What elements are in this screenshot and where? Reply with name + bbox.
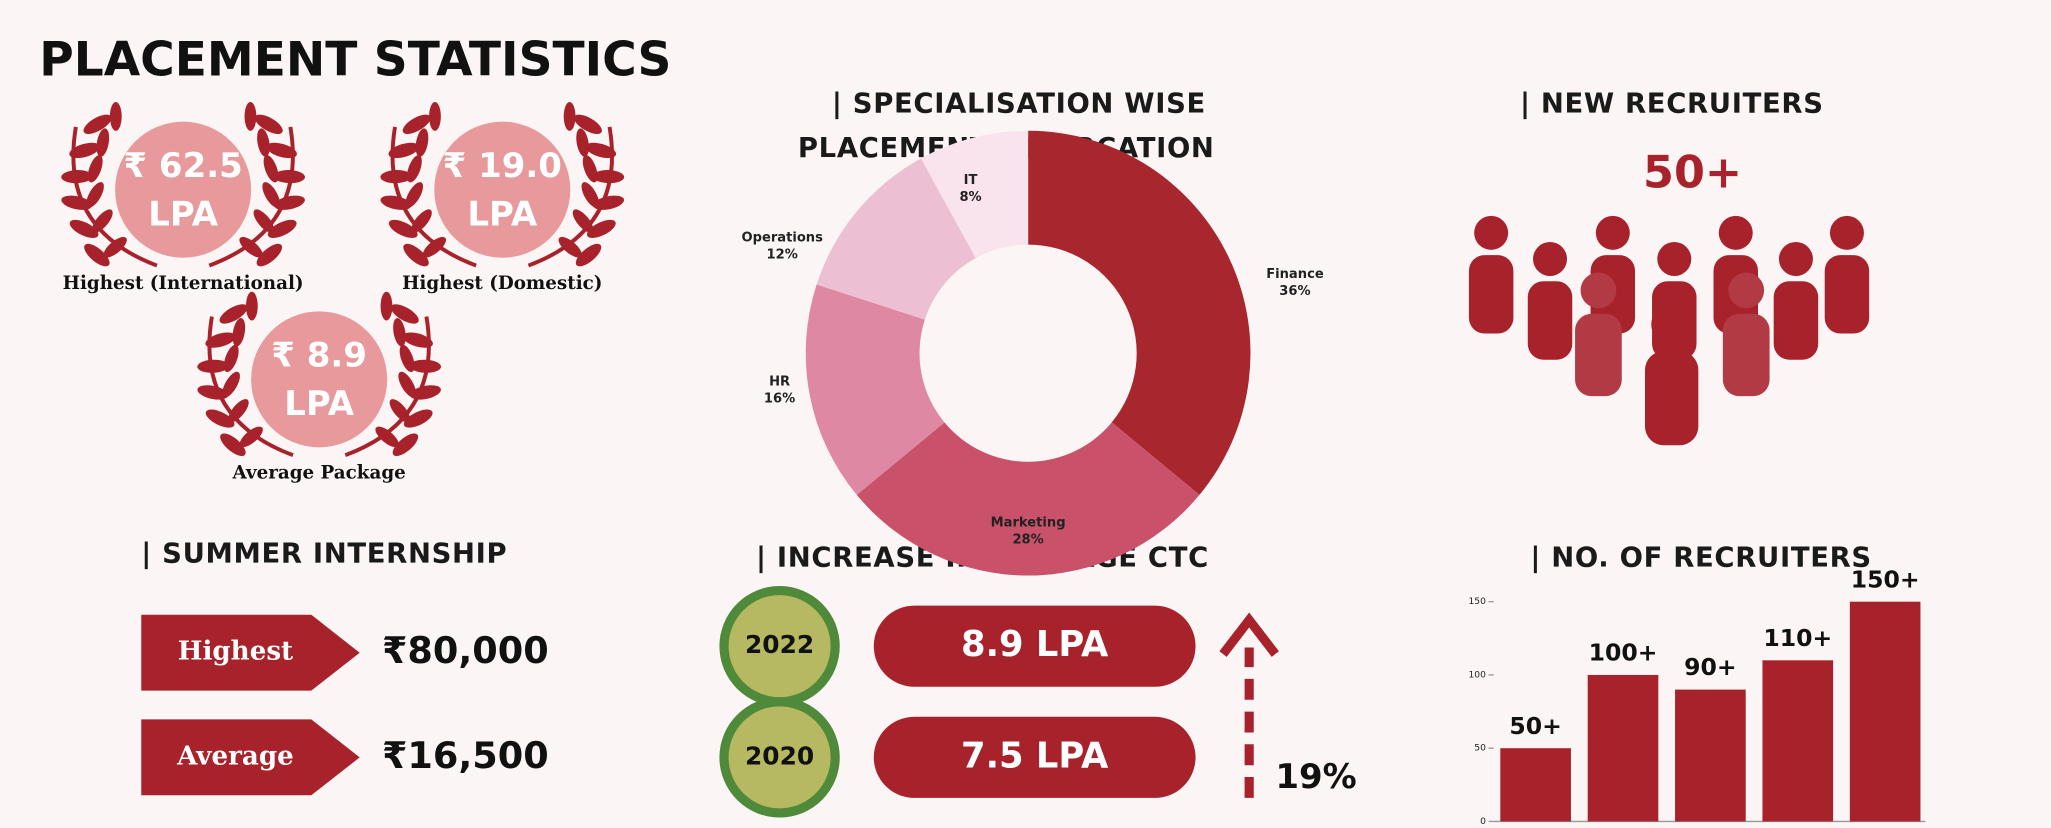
laurel-leaf <box>236 233 266 261</box>
bar-title: | NO. OF RECRUITERS <box>1530 543 1871 574</box>
badge <box>434 122 570 258</box>
slice-value: 16% <box>764 391 795 406</box>
y-tick-label: 100 <box>1468 670 1486 680</box>
laurel-leaf <box>420 233 450 261</box>
y-tick-label: 50 <box>1474 744 1486 754</box>
bar <box>1762 660 1833 821</box>
ctc-value: 7.5 LPA <box>961 735 1109 776</box>
person-head <box>1651 304 1692 345</box>
laurel-leaf <box>81 111 115 138</box>
person-body <box>1774 281 1818 359</box>
laurel-leaf <box>252 111 286 138</box>
laurel-leaf <box>255 127 272 157</box>
person-body <box>1469 255 1513 333</box>
laurel-leaf <box>574 127 591 157</box>
year: 2020 <box>745 741 814 770</box>
person-body <box>1575 314 1622 396</box>
bar-value-label: 50+ <box>1509 712 1561 740</box>
laurel-leaf <box>246 292 258 321</box>
package-amount: ₹ 8.9 <box>271 336 367 376</box>
person-head <box>1657 242 1691 276</box>
internship-label: Highest <box>178 636 293 667</box>
laurel-leaf <box>236 423 266 451</box>
slice-value: 8% <box>959 190 981 205</box>
person-head <box>1474 216 1508 250</box>
bar-value-label: 150+ <box>1851 565 1920 593</box>
person-head <box>1830 216 1864 250</box>
laurel-leaf <box>217 300 251 327</box>
badge <box>251 311 387 447</box>
slice-label: IT <box>964 173 978 188</box>
section-title: | SUMMER INTERNSHIP <box>141 539 507 570</box>
laurel-leaf <box>245 102 257 131</box>
package-label: Highest (International) <box>63 273 304 294</box>
package-unit: LPA <box>148 194 218 234</box>
person-body <box>1528 281 1572 359</box>
bar-value-label: 110+ <box>1763 624 1832 652</box>
person-head <box>1719 216 1753 250</box>
bar <box>1675 690 1746 822</box>
badge <box>115 122 251 258</box>
laurel-leaf <box>564 102 576 131</box>
person-body <box>1723 314 1770 396</box>
donut-slice <box>1028 131 1250 495</box>
package-amount: ₹ 62.5 <box>123 146 242 186</box>
slice-label: Operations <box>741 231 823 246</box>
package-label: Average Package <box>232 463 406 484</box>
slice-value: 36% <box>1279 284 1310 299</box>
package-label: Highest (Domestic) <box>402 273 602 294</box>
bar-value-label: 90+ <box>1684 653 1736 681</box>
laurel-leaf <box>100 233 130 261</box>
slice-label: Marketing <box>991 516 1066 531</box>
laurel-leaf <box>555 233 585 261</box>
pie-title: | SPECIALISATION WISE <box>832 89 1206 120</box>
year: 2022 <box>745 630 814 659</box>
growth-value: 19% <box>1275 757 1356 797</box>
bar <box>1500 748 1571 821</box>
page-title: PLACEMENT STATISTICS <box>39 32 671 87</box>
internship-value: ₹80,000 <box>382 629 549 672</box>
infographic: PLACEMENT STATISTICS | SPECIALISATION WI… <box>0 0 2051 828</box>
package-amount: ₹ 19.0 <box>443 146 562 186</box>
laurel-leaf <box>414 127 431 157</box>
laurel-leaf <box>400 111 434 138</box>
laurel-leaf <box>391 317 408 347</box>
laurel-leaf <box>372 423 402 451</box>
person-body <box>1645 351 1698 445</box>
laurel-leaf <box>95 127 112 157</box>
section-title: | NEW RECRUITERS <box>1520 89 1824 120</box>
internship-label: Average <box>176 740 294 771</box>
slice-value: 12% <box>767 248 798 263</box>
person-body <box>1825 255 1869 333</box>
y-tick-label: 0 <box>1480 817 1486 827</box>
package-unit: LPA <box>467 194 537 234</box>
laurel-leaf <box>571 111 605 138</box>
bar <box>1850 602 1921 822</box>
laurel-leaf <box>231 317 248 347</box>
y-tick-label: 150 <box>1468 597 1486 607</box>
internship-value: ₹16,500 <box>382 734 549 777</box>
slice-label: HR <box>769 374 790 389</box>
person-head <box>1596 216 1630 250</box>
ctc-value: 8.9 LPA <box>961 624 1109 665</box>
laurel-leaf <box>381 292 393 321</box>
slice-label: Finance <box>1266 267 1324 282</box>
package-unit: LPA <box>284 384 354 424</box>
slice-value: 28% <box>1012 533 1043 548</box>
new-recruiters-value: 50+ <box>1643 147 1742 198</box>
laurel-leaf <box>388 300 422 327</box>
laurel-leaf <box>110 102 122 131</box>
laurel-leaf <box>429 102 441 131</box>
person-head <box>1779 242 1813 276</box>
person-head <box>1533 242 1567 276</box>
page: {"title": "PLACEMENT STATISTICS", "packa… <box>0 0 2051 828</box>
bar-value-label: 100+ <box>1589 639 1658 667</box>
person-head <box>1728 273 1764 309</box>
bar <box>1588 675 1659 822</box>
person-head <box>1581 273 1617 309</box>
